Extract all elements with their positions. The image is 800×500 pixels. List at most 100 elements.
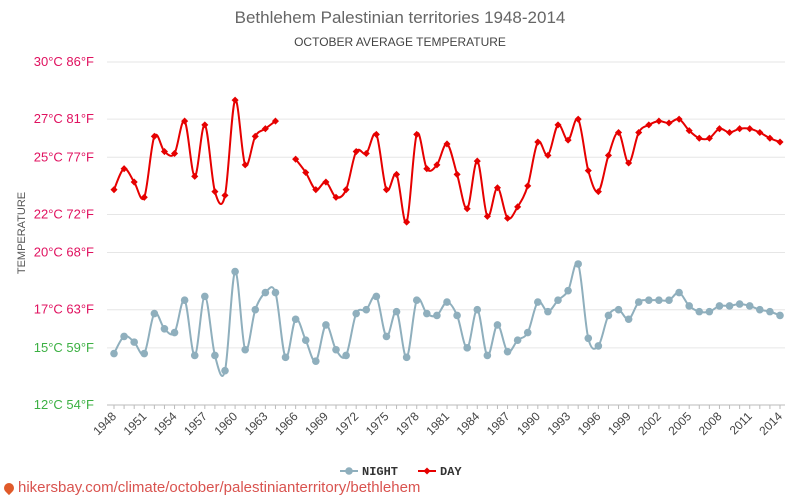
night-data-point [180, 296, 189, 304]
x-tick-label: 1954 [151, 409, 180, 438]
night-data-point [342, 351, 350, 360]
day-data-point [312, 186, 320, 194]
day-data-point [604, 151, 612, 159]
day-data-point [514, 203, 522, 211]
day-data-point [433, 161, 441, 169]
night-data-point [564, 286, 572, 295]
day-data-point [191, 172, 199, 180]
night-data-point [190, 351, 199, 360]
x-tick-label: 2011 [727, 409, 755, 437]
night-data-point [221, 366, 229, 375]
x-tick-label: 1969 [302, 409, 331, 438]
y-tick-label: 17°C 63°F [34, 302, 94, 317]
night-data-point [251, 305, 260, 314]
day-data-point [150, 132, 158, 140]
x-tick-label: 1978 [393, 409, 422, 438]
day-data-point [322, 178, 330, 186]
night-data-point [271, 288, 280, 297]
night-data-point [382, 332, 391, 341]
night-data-point [150, 309, 159, 318]
x-tick-label: 1972 [333, 409, 362, 438]
day-data-point [140, 193, 148, 201]
y-axis-label: TEMPERATURE [16, 192, 28, 274]
x-axis: 1948 1951 1954 1957 1960 1963 1966 1969 1972 1975… [90, 404, 785, 438]
day-data-point [665, 119, 673, 127]
day-legend-label[interactable]: DAY [440, 465, 462, 479]
footer-url-text: hikersbay.com/climate/october/palestinia… [18, 479, 421, 496]
x-tick-label: 1993 [544, 409, 573, 438]
day-data-point [130, 178, 138, 186]
day-data-point [715, 125, 723, 133]
night-data-point [483, 351, 492, 360]
day-data-point [393, 170, 401, 178]
x-tick-label: 1990 [514, 409, 543, 438]
night-data-point [443, 298, 451, 306]
night-legend-marker [345, 467, 353, 475]
day-series-line [113, 99, 277, 205]
night-data-point [554, 296, 562, 304]
night-data-point [392, 307, 401, 316]
day-data-point [292, 155, 300, 163]
night-data-point [463, 344, 471, 352]
day-data-point [625, 159, 633, 167]
day-data-point [594, 188, 602, 196]
day-data-point [241, 161, 249, 169]
day-data-point [382, 186, 390, 194]
y-tick-label: 20°C 68°F [34, 245, 94, 260]
day-data-point [181, 117, 189, 125]
day-data-point [403, 218, 411, 226]
night-data-point [130, 338, 138, 346]
day-data-point [695, 134, 703, 142]
night-data-point [756, 305, 764, 314]
night-data-point [362, 305, 371, 314]
night-data-point [120, 332, 128, 341]
night-data-point [301, 336, 310, 345]
day-data-point [443, 140, 451, 148]
day-data-point [160, 148, 168, 156]
night-data-point [745, 302, 754, 310]
night-data-point [655, 296, 663, 304]
day-data-point [342, 186, 350, 194]
x-tick-label: 1987 [484, 409, 513, 438]
day-data-point [261, 125, 269, 133]
day-data-point [776, 138, 784, 146]
night-data-point [453, 311, 461, 320]
legend: NIGHT DAY [340, 465, 462, 479]
footer-url[interactable]: hikersbay.com/climate/october/palestinia… [1, 479, 421, 496]
day-data-point [352, 148, 360, 156]
y-tick-label: 22°C 72°F [34, 206, 94, 221]
night-legend-label[interactable]: NIGHT [362, 465, 398, 479]
night-data-point [675, 288, 683, 297]
day-data-point [645, 121, 653, 129]
y-tick-label: 15°C 59°F [34, 340, 94, 355]
x-tick-label: 1975 [363, 409, 392, 438]
day-data-point [685, 127, 693, 135]
day-data-point [544, 151, 552, 159]
day-data-point [766, 134, 774, 142]
day-data-point [564, 136, 572, 144]
night-data-point [291, 315, 300, 324]
x-tick-label: 2014 [756, 409, 785, 438]
night-data-point [503, 347, 512, 356]
night-data-point [685, 302, 693, 310]
x-tick-label: 1951 [121, 409, 150, 438]
day-data-point [463, 205, 471, 213]
day-data-point [736, 125, 744, 133]
day-data-point [615, 128, 623, 137]
x-tick-label: 2005 [666, 409, 695, 438]
day-data-point [251, 132, 259, 140]
night-data-point [614, 305, 623, 314]
night-data-point [523, 328, 532, 337]
day-data-point [756, 128, 764, 137]
night-data-point [201, 292, 209, 301]
day-data-point [554, 121, 562, 129]
night-data-point [231, 267, 239, 276]
night-data-point [402, 353, 411, 362]
day-data-point [362, 149, 370, 158]
night-data-point [140, 349, 149, 358]
day-data-point [423, 165, 431, 173]
day-data-point [493, 184, 501, 192]
night-data-point [493, 321, 502, 329]
day-data-point [675, 115, 683, 123]
night-data-point [584, 334, 593, 343]
